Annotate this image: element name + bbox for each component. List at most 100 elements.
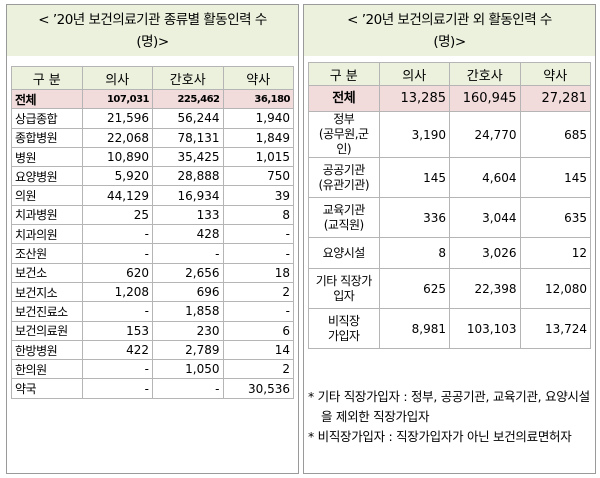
table-row: 정부 (공무원,군인) 3,190 24,770 685 xyxy=(308,111,591,158)
header-doctor: 의사 xyxy=(81,66,153,90)
pharmacist-value: 2 xyxy=(222,281,294,303)
row-label: 병원 xyxy=(11,146,83,168)
pharmacist-value: - xyxy=(222,243,294,264)
left-title: < ’20년 보건의료기관 종류별 활동인력 수 (명)> xyxy=(7,5,298,56)
row-label: 보건지소 xyxy=(11,281,83,303)
table-row: 조산원 - - - xyxy=(11,243,294,264)
table-row: 보건지소 1,208 696 2 xyxy=(11,281,294,303)
doctor-value: 153 xyxy=(81,320,153,341)
left-panel: < ’20년 보건의료기관 종류별 활동인력 수 (명)> 구 분 의사 간호사… xyxy=(6,4,299,474)
row-label-line1: 기타 직장가 xyxy=(315,273,373,288)
nurse-value: 133 xyxy=(152,204,224,226)
nurse-value: 3,026 xyxy=(449,237,521,269)
row-label: 의원 xyxy=(11,185,83,206)
row-label: 보건의료원 xyxy=(11,320,83,341)
nurse-value: 230 xyxy=(152,320,224,341)
pharmacist-value: 750 xyxy=(222,166,294,187)
table-row: 보건의료원 153 230 6 xyxy=(11,320,294,341)
nurse-value: 78,131 xyxy=(152,127,224,148)
doctor-value: - xyxy=(81,359,153,380)
header-category: 구 분 xyxy=(308,62,380,86)
table-row: 치과의원 -428- xyxy=(11,224,294,245)
pharmacist-value: 6 xyxy=(222,320,294,341)
table-row: 상급종합 21,596 56,244 1,940 xyxy=(11,108,294,129)
pharmacist-value: 12,080 xyxy=(519,268,591,309)
pharmacist-value: 14 xyxy=(222,339,294,361)
row-label: 상급종합 xyxy=(11,108,83,129)
row-label: 보건진료소 xyxy=(11,301,83,322)
doctor-value: 13,285 xyxy=(378,85,450,112)
table-row: 요양병원 5,920 28,888 750 xyxy=(11,166,294,187)
row-label-line2: (유관기관) xyxy=(318,177,370,192)
table-row: 교육기관 (교직원) 336 3,044 635 xyxy=(308,197,591,238)
row-label-line2: (교직원) xyxy=(323,217,364,232)
table-row: 비직장 가입자 8,981 103,103 13,724 xyxy=(308,308,591,349)
pharmacist-value: 30,536 xyxy=(222,378,294,399)
doctor-value: 336 xyxy=(378,197,450,238)
row-label-line1: 전체 xyxy=(332,91,356,106)
doctor-value: 625 xyxy=(378,268,450,309)
row-label: 교육기관 (교직원) xyxy=(308,197,380,238)
nurse-value: 2,789 xyxy=(152,339,224,361)
left-table: 구 분 의사 간호사 약사 전체 107,031 225,462 36,180 상급종합… xyxy=(11,66,294,399)
nurse-value: 696 xyxy=(152,281,224,303)
header-pharmacist: 약사 xyxy=(519,62,591,86)
table-row: 의원 44,129 16,934 39 xyxy=(11,185,294,206)
doctor-value: 21,596 xyxy=(81,108,153,129)
row-label: 요양시설 xyxy=(308,237,380,269)
doctor-value: - xyxy=(81,224,153,245)
table-row: 약국 - -30,536 xyxy=(11,378,294,399)
pharmacist-value: 1,015 xyxy=(222,146,294,168)
table-row: 한의원 -1,050 2 xyxy=(11,359,294,380)
table-row: 보건진료소 -1,858- xyxy=(11,301,294,322)
doctor-value: 1,208 xyxy=(81,281,153,303)
nurse-value: 35,425 xyxy=(152,146,224,168)
right-title-line2: (명)> xyxy=(433,34,466,50)
row-label: 종합병원 xyxy=(11,127,83,148)
row-label-line1: 정부 xyxy=(333,112,355,126)
doctor-value: 620 xyxy=(81,262,153,283)
row-label: 공공기관 (유관기관) xyxy=(308,157,380,198)
right-title-line1: < ’20년 보건의료기관 외 활동인력 수 xyxy=(347,12,552,28)
doctor-value: 107,031 xyxy=(81,88,153,110)
doctor-value: - xyxy=(81,243,153,264)
row-label: 조산원 xyxy=(11,243,83,264)
doctor-value: 145 xyxy=(378,157,450,198)
header-doctor: 의사 xyxy=(378,62,450,86)
row-label: 요양병원 xyxy=(11,166,83,187)
nurse-value: 225,462 xyxy=(152,88,224,110)
footnote-other-employed: * 기타 직장가입자 : 정부, 공공기관, 교육기관, 요양시설을 제외한 직… xyxy=(308,389,590,424)
doctor-value: - xyxy=(81,301,153,322)
pharmacist-value: 2 xyxy=(222,359,294,380)
pharmacist-value: 685 xyxy=(519,111,591,158)
doctor-value: 44,129 xyxy=(81,185,153,206)
pharmacist-value: 145 xyxy=(519,157,591,198)
pharmacist-value: 13,724 xyxy=(519,308,591,349)
doctor-value: 10,890 xyxy=(81,146,153,168)
row-label: 한의원 xyxy=(11,359,83,380)
header-nurse: 간호사 xyxy=(449,62,521,86)
pharmacist-value: 1,849 xyxy=(222,127,294,148)
footnotes: * 기타 직장가입자 : 정부, 공공기관, 교육기관, 요양시설을 제외한 직… xyxy=(308,387,591,447)
pharmacist-value: 1,940 xyxy=(222,108,294,129)
row-label: 보건소 xyxy=(11,262,83,283)
doctor-value: - xyxy=(81,378,153,399)
row-label: 치과병원 xyxy=(11,204,83,226)
nurse-value: 16,934 xyxy=(152,185,224,206)
nurse-value: 2,656 xyxy=(152,262,224,283)
right-panel: < ’20년 보건의료기관 외 활동인력 수 (명)> 구 분 의사 간호사 약… xyxy=(303,4,596,474)
pharmacist-value: 27,281 xyxy=(519,85,591,112)
pharmacist-value: 18 xyxy=(222,262,294,283)
row-label-line2: 입자 xyxy=(333,288,355,303)
row-label-line1: 공공기관 xyxy=(322,162,366,177)
row-label: 전체 xyxy=(11,88,83,110)
table-row: 병원 10,890 35,425 1,015 xyxy=(11,146,294,168)
total-row: 전체 107,031 225,462 36,180 xyxy=(11,88,294,110)
doctor-value: 3,190 xyxy=(378,111,450,158)
nurse-value: 24,770 xyxy=(449,111,521,158)
nurse-value: 28,888 xyxy=(152,166,224,187)
row-label-line1: 교육기관 xyxy=(322,202,366,217)
nurse-value: 56,244 xyxy=(152,108,224,129)
nurse-value: - xyxy=(152,378,224,399)
nurse-value: 1,858 xyxy=(152,301,224,322)
